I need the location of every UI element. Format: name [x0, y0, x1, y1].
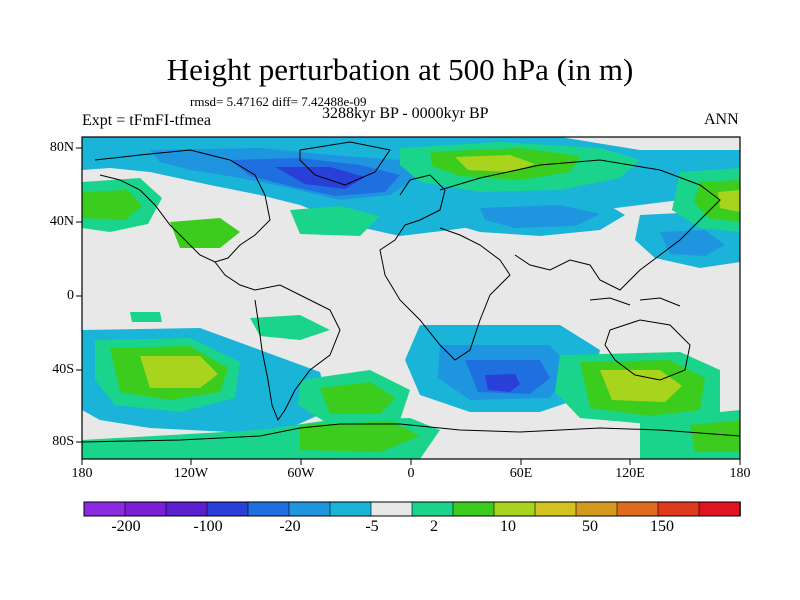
axis-ticks [76, 147, 741, 465]
lon-label-120w: 120W [173, 466, 209, 481]
lat-label-40n: 40N [49, 214, 74, 229]
colorbar-swatch-11 [534, 501, 577, 517]
colorbar-swatch-13 [616, 501, 659, 517]
colorbar-label-150: 150 [650, 518, 674, 535]
coast-greenland [299, 141, 391, 186]
pos-sh-se-mid [690, 420, 740, 452]
neg-sh-indian-core [485, 374, 520, 392]
period-label: 3288kyr BP - 0000kyr BP [322, 105, 489, 122]
experiment-label: Expt = tFmFI-tfmea [82, 112, 212, 129]
colorbar-label-minus5: -5 [365, 518, 379, 535]
coast-asia [439, 159, 721, 291]
lon-label-0: 0 [407, 466, 415, 481]
coast-central-america [214, 261, 256, 291]
lon-label-180e: 180 [729, 466, 751, 481]
colorbar-label-2: 2 [430, 518, 438, 535]
pos-sh-pac-high [140, 356, 218, 388]
neg-north-core [275, 167, 365, 189]
lat-label-40s: 40S [52, 362, 74, 377]
colorbar-swatch-10 [493, 501, 536, 517]
pos-natl [170, 218, 240, 248]
pos-siberia-high [455, 155, 535, 172]
lat-label-0: 0 [67, 288, 74, 303]
pos-sh-small [130, 312, 162, 322]
colorbar-swatch-3 [206, 501, 249, 517]
colorbar-label-50: 50 [582, 518, 598, 535]
colorbar-swatch-5 [288, 501, 331, 517]
lon-label-180w: 180 [71, 466, 93, 481]
colorbar-label-minus200: -200 [111, 518, 141, 535]
colorbar-swatch-1 [124, 501, 167, 517]
pos-europe [290, 206, 380, 236]
colorbar-swatch-6 [329, 501, 372, 517]
colorbar-swatch-8 [411, 501, 454, 517]
coast-north-america [94, 149, 271, 263]
pos-sh-south-mid [300, 420, 420, 452]
pos-westus-mid [82, 190, 142, 220]
coast-antarctica [82, 423, 740, 443]
colorbar [83, 501, 741, 517]
pos-sh-rossby [250, 315, 330, 340]
coastlines [82, 141, 740, 443]
stats-text: rmsd= 5.47162 diff= 7.42488e-09 [190, 94, 367, 109]
colorbar-swatch-14 [657, 501, 700, 517]
pos-nepac-mid [694, 180, 740, 222]
colorbar-swatch-15 [698, 501, 741, 517]
colorbar-swatch-2 [165, 501, 208, 517]
lat-label-80n: 80N [49, 140, 74, 155]
neg-pacific-w-mid [660, 230, 725, 256]
neg-asia-mid [480, 205, 600, 228]
pos-nepac-high [718, 190, 740, 212]
colorbar-frame [83, 501, 741, 517]
colorbar-swatch-7 [370, 501, 413, 517]
coast-indonesia [589, 297, 681, 307]
colorbar-swatch-9 [452, 501, 495, 517]
lon-label-60w: 60W [287, 466, 315, 481]
coast-south-america [254, 284, 341, 422]
colorbar-label-minus20: -20 [279, 518, 301, 535]
lon-label-120e: 120E [615, 466, 645, 481]
colorbar-label-10: 10 [500, 518, 516, 535]
pos-sh-aus-high [600, 370, 682, 402]
colorbar-swatch-12 [575, 501, 618, 517]
colorbar-swatch-0 [83, 501, 126, 517]
coast-europe-africa [379, 174, 511, 361]
map-panel [82, 137, 740, 459]
colorbar-label-minus100: -100 [193, 518, 223, 535]
season-label: ANN [704, 111, 739, 128]
map-title: Height perturbation at 500 hPa (in m) [166, 52, 634, 87]
colorbar-swatch-4 [247, 501, 290, 517]
coast-australia [604, 319, 691, 381]
pos-sh-atl-mid [320, 382, 395, 414]
lon-label-60e: 60E [509, 466, 533, 481]
lat-label-80s: 80S [52, 434, 74, 449]
